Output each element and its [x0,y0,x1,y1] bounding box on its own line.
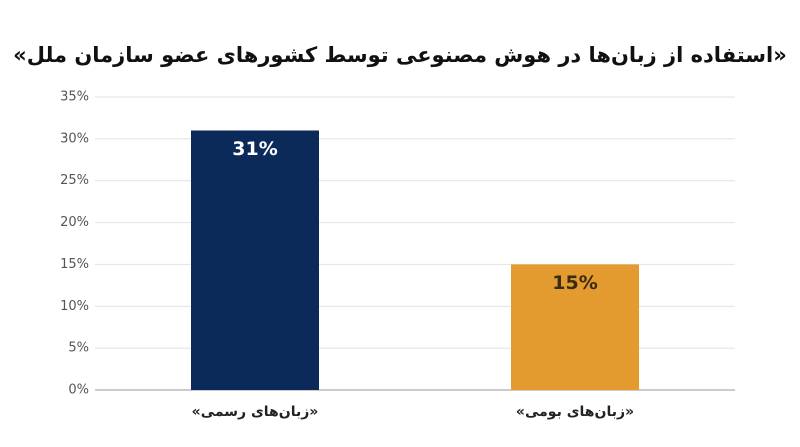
y-tick-label: 20% [60,215,89,230]
y-tick-label: 10% [60,299,89,314]
y-tick-label: 30% [60,131,89,146]
bar [511,264,639,390]
chart-title: «استفاده از زبان‌ها در هوش مصنوعی توسط ک… [13,43,787,67]
y-tick-label: 25% [60,173,89,188]
y-tick-label: 5% [68,341,89,356]
value-label: 15% [552,272,597,294]
y-tick-label: 0% [68,383,89,398]
x-tick-label: «زبان‌های بومی» [516,404,634,420]
x-tick-label: «زبان‌های رسمی» [192,404,319,420]
y-tick-label: 15% [60,257,89,272]
y-tick-label: 35% [60,90,89,105]
value-label: 31% [232,138,277,160]
bar [191,130,319,390]
